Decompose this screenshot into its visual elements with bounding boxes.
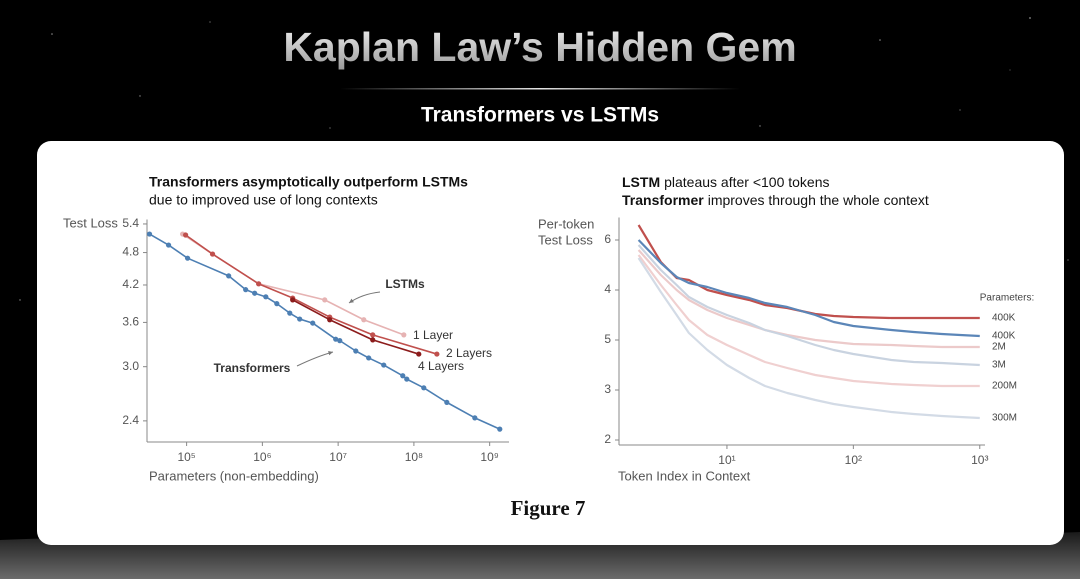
chart-title: Transformer improves through the whole co… [622, 192, 929, 208]
title-text: improves through the whole context [708, 192, 929, 208]
data-point [370, 332, 376, 338]
y-tick-label: 2.4 [122, 413, 139, 427]
legend-label: 300M [992, 413, 1017, 424]
data-point [366, 355, 372, 361]
legend-label: 400K [992, 331, 1016, 342]
series-line [637, 254, 980, 388]
data-point [421, 385, 427, 391]
data-point [290, 297, 296, 303]
x-tick-label: 10³ [971, 453, 988, 467]
chart-subtitle: due to improved use of long contexts [149, 192, 378, 208]
data-point [472, 415, 478, 421]
data-point [209, 251, 216, 257]
legend-label: 2M [992, 342, 1006, 353]
series-label: Transformers [214, 361, 291, 375]
x-tick-label: 10⁸ [405, 450, 423, 464]
title-text: plateaus after <100 tokens [664, 174, 829, 190]
x-tick-label: 10⁶ [253, 450, 271, 464]
slide-title: Kaplan Law’s Hidden Gem [283, 24, 796, 70]
data-point [381, 362, 387, 368]
y-tick-label: 5.4 [122, 216, 139, 230]
data-point [184, 255, 191, 261]
data-point [287, 310, 293, 316]
data-point [353, 348, 359, 354]
data-point [263, 294, 269, 300]
data-point [333, 336, 339, 342]
chart-title: LSTM plateaus after <100 tokens [622, 174, 830, 190]
data-point [256, 281, 262, 287]
arrow-head [328, 351, 333, 356]
data-point [183, 232, 189, 238]
y-axis-label: Test Loss [63, 215, 118, 230]
series-label: 2 Layers [446, 346, 492, 360]
data-point [297, 316, 303, 322]
series-line [637, 239, 980, 338]
data-point [226, 273, 232, 279]
series-line [149, 233, 501, 430]
data-point [401, 332, 407, 338]
y-tick-label: 4 [604, 282, 611, 296]
y-tick-label: 3.0 [122, 359, 139, 373]
legend-title: Parameters: [980, 293, 1034, 304]
x-tick-label: 10⁵ [177, 450, 195, 464]
figure-caption: Figure 7 [511, 496, 586, 520]
data-point [444, 399, 450, 405]
data-point [370, 337, 376, 343]
legend-label: 400K [992, 313, 1016, 324]
x-tick-label: 10² [845, 453, 862, 467]
arrow-head [349, 298, 354, 303]
data-point [252, 290, 258, 296]
y-axis-label: Test Loss [538, 232, 593, 247]
y-tick-label: 2 [604, 432, 611, 446]
data-point [434, 351, 440, 357]
legend-label: 200M [992, 381, 1017, 392]
y-tick-label: 5 [604, 332, 611, 346]
legend-label: 3M [992, 360, 1006, 371]
data-point [327, 317, 333, 323]
x-tick-label: 10⁹ [480, 450, 499, 464]
series-label: 1 Layer [413, 328, 453, 342]
data-point [337, 338, 343, 344]
data-point [322, 297, 328, 303]
data-point [400, 373, 406, 379]
data-point [361, 317, 367, 323]
title-bold: Transformer [622, 192, 704, 208]
y-tick-label: 4.2 [122, 277, 139, 291]
title-bold: LSTM [622, 174, 660, 190]
data-point [497, 426, 503, 432]
x-axis-label: Token Index in Context [618, 468, 751, 483]
series-line [637, 257, 980, 420]
x-tick-label: 10¹ [718, 453, 735, 467]
data-point [146, 231, 153, 237]
annotation: LSTMs [385, 277, 425, 291]
x-axis-label: Parameters (non-embedding) [149, 468, 319, 483]
series-label: 4 Layers [418, 359, 464, 373]
slide-subtitle: Transformers vs LSTMs [421, 104, 659, 127]
figure-panel [37, 141, 1064, 545]
chart-title: Transformers asymptotically outperform L… [149, 174, 468, 190]
data-point [310, 320, 316, 326]
y-axis-label: Per-token [538, 216, 594, 231]
y-tick-label: 6 [604, 232, 611, 246]
data-point [404, 376, 410, 382]
series-line [292, 299, 420, 355]
x-tick-label: 10⁷ [329, 450, 347, 464]
data-point [165, 242, 172, 248]
y-tick-label: 3 [604, 382, 611, 396]
data-point [274, 301, 280, 307]
title-rule [340, 88, 740, 90]
series-line [637, 244, 980, 367]
data-point [243, 287, 249, 293]
y-tick-label: 4.8 [122, 245, 139, 259]
y-tick-label: 3.6 [122, 315, 139, 329]
data-point [416, 351, 422, 357]
